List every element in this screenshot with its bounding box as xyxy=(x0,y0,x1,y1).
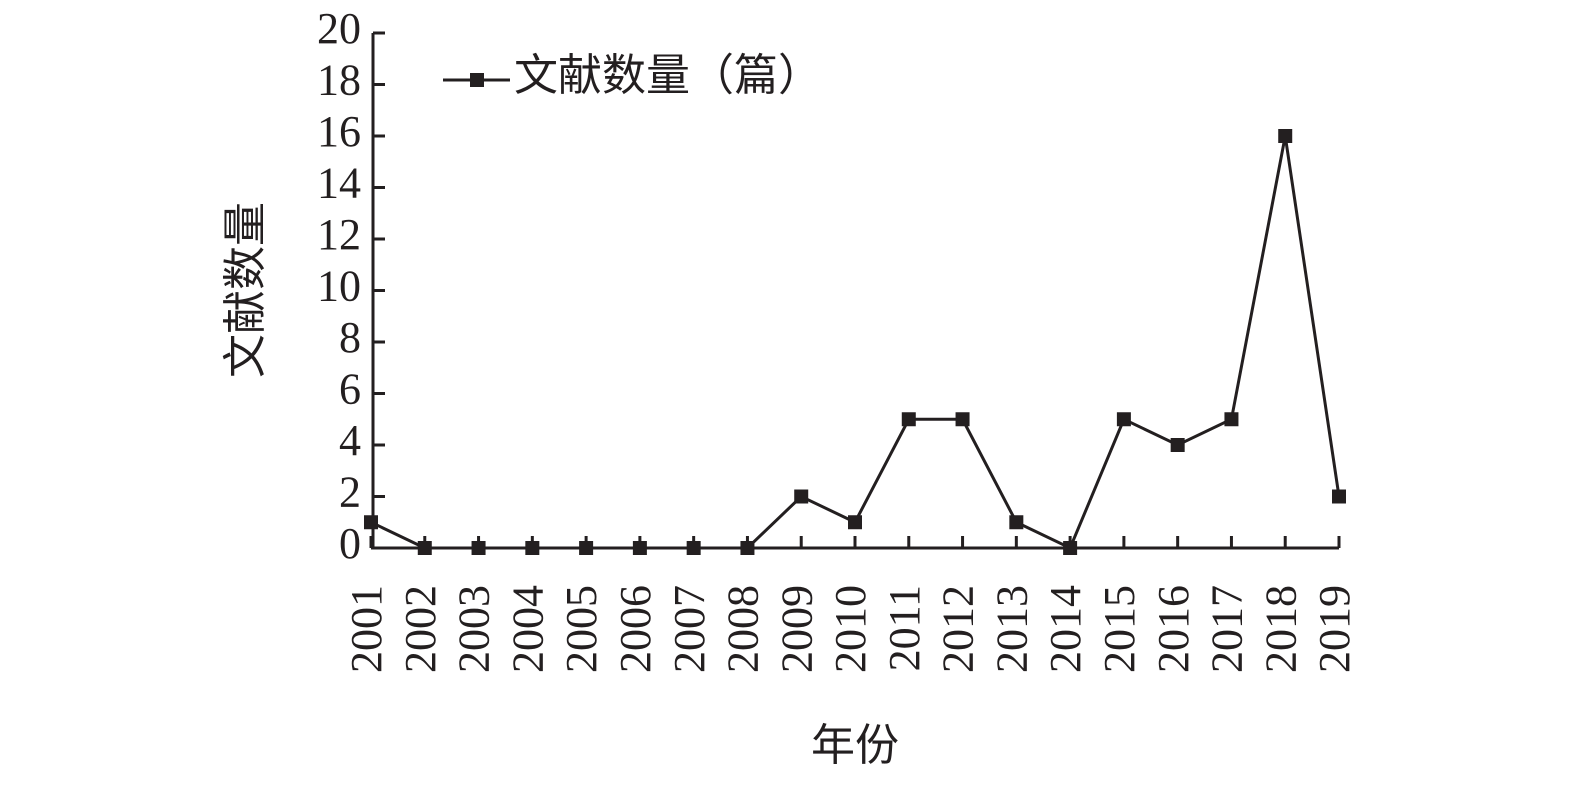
x-tick-label: 2016 xyxy=(1149,585,1198,673)
point xyxy=(1009,515,1024,530)
x-tick-label: 2002 xyxy=(396,585,445,673)
x-tick-label: 2001 xyxy=(342,585,391,673)
point xyxy=(1116,412,1131,427)
legend-marker xyxy=(470,73,484,87)
point xyxy=(794,489,809,504)
x-tick-label: 2006 xyxy=(611,585,660,673)
x-tick-label: 2017 xyxy=(1203,585,1252,673)
y-tick-label: 8 xyxy=(339,313,361,362)
point xyxy=(955,412,970,427)
x-tick-label: 2008 xyxy=(719,585,768,673)
y-tick-label: 16 xyxy=(317,107,361,156)
point xyxy=(417,541,432,555)
point xyxy=(901,412,916,427)
point xyxy=(471,541,486,555)
x-tick-label: 2014 xyxy=(1041,585,1090,673)
x-tick-label: 2015 xyxy=(1095,585,1144,673)
point xyxy=(525,541,540,555)
legend-label: 文献数量（篇） xyxy=(514,51,822,100)
x-tick-label: 2019 xyxy=(1310,585,1359,673)
x-tick-label: 2004 xyxy=(503,585,552,673)
point xyxy=(686,541,701,555)
y-tick-label: 2 xyxy=(339,468,361,517)
y-tick-label: 18 xyxy=(317,56,361,105)
point xyxy=(1332,489,1346,504)
point xyxy=(1278,129,1293,143)
point xyxy=(1170,438,1185,452)
y-axis-label: 文献数量 xyxy=(221,202,270,378)
point xyxy=(848,515,862,530)
y-tick-label: 10 xyxy=(317,262,361,311)
x-tick-label: 2012 xyxy=(934,585,983,673)
x-axis-label: 年份 xyxy=(811,721,899,770)
x-tick-label: 2007 xyxy=(665,585,714,673)
x-tick-label: 2013 xyxy=(987,585,1036,673)
y-tick-label: 20 xyxy=(317,4,361,53)
point xyxy=(1224,412,1239,427)
y-tick-label: 6 xyxy=(339,365,361,414)
point xyxy=(632,541,647,555)
x-tick-label: 2009 xyxy=(772,585,821,673)
x-tick-label: 2003 xyxy=(450,585,499,673)
point xyxy=(740,541,755,555)
point xyxy=(579,541,594,555)
y-tick-label: 0 xyxy=(339,519,361,568)
y-tick-label: 12 xyxy=(317,210,361,259)
point xyxy=(1063,541,1078,555)
x-tick-label: 2018 xyxy=(1256,585,1305,673)
x-tick-label: 2011 xyxy=(880,585,929,671)
x-tick-label: 2005 xyxy=(557,585,606,673)
y-tick-label: 4 xyxy=(339,416,361,465)
series-line xyxy=(370,135,1341,551)
y-tick-label: 14 xyxy=(317,159,361,208)
x-tick-label: 2010 xyxy=(826,585,875,673)
point xyxy=(364,515,378,530)
